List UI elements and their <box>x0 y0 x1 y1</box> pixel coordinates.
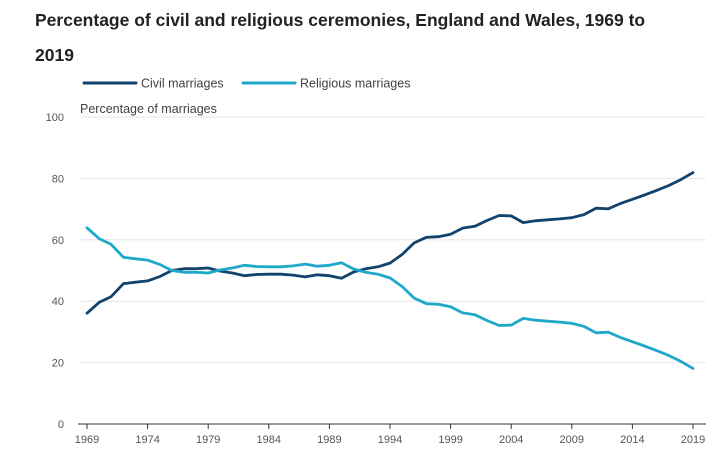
series-line-religious-marriages <box>85 226 695 370</box>
x-tick-label: 1994 <box>378 434 402 446</box>
series-lines <box>85 171 695 370</box>
x-tick-label: 2004 <box>499 434 523 446</box>
x-axis: 1969 1974 1979 1984 1989 1994 1999 2004 2009 2014… <box>75 423 706 446</box>
legend-label: Religious marriages <box>300 77 410 91</box>
x-tick-label: 1984 <box>257 434 281 446</box>
y-tick-label: 40 <box>52 296 64 308</box>
x-tick-label: 1989 <box>317 434 341 446</box>
y-axis-label: Percentage of marriages <box>80 102 217 116</box>
legend: Civil marriages Religious marriages <box>82 77 410 91</box>
x-tick-label: 2019 <box>681 434 705 446</box>
x-tick-label: 1999 <box>438 434 462 446</box>
gridlines <box>80 116 706 364</box>
y-tick-label: 80 <box>52 173 64 185</box>
chart-title: Percentage of civil and religious ceremo… <box>35 10 646 65</box>
x-tick-label: 1969 <box>75 434 99 446</box>
y-tick-label: 60 <box>52 235 64 247</box>
y-tick-label: 100 <box>46 112 64 124</box>
series-line-civil-marriages <box>85 171 695 315</box>
x-tick-label: 2014 <box>620 434 644 446</box>
x-tick-label: 1974 <box>135 434 159 446</box>
y-tick-label: 20 <box>52 358 64 370</box>
y-tick-label: 0 <box>58 419 64 431</box>
legend-label: Civil marriages <box>141 77 224 91</box>
x-tick-label: 1979 <box>196 434 220 446</box>
y-axis-ticks: 0 20 40 60 80 100 <box>46 112 64 431</box>
x-tick-label: 2009 <box>560 434 584 446</box>
